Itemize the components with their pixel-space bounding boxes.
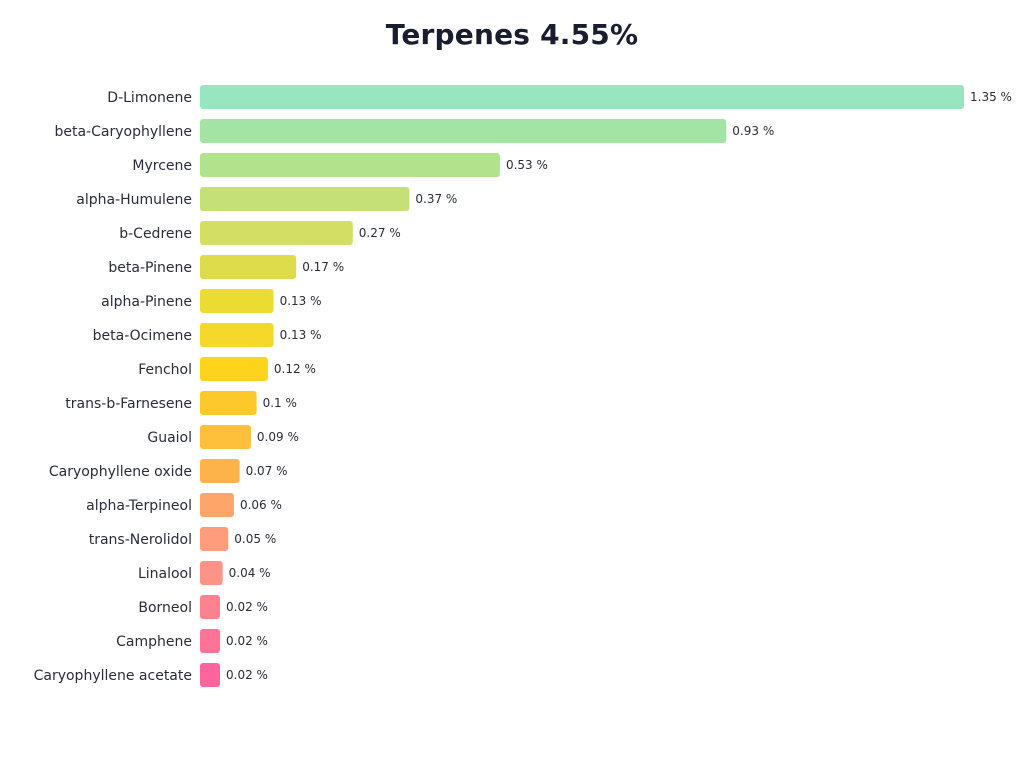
value-label: 0.13 % — [280, 294, 322, 308]
value-label: 0.13 % — [280, 328, 322, 342]
bar[interactable] — [200, 187, 410, 211]
category-label: Caryophyllene acetate — [34, 668, 192, 684]
value-label: 0.12 % — [274, 362, 316, 376]
category-label: beta-Pinene — [108, 260, 192, 276]
bar[interactable] — [200, 425, 251, 449]
bar[interactable] — [200, 323, 274, 347]
category-label: trans-Nerolidol — [89, 532, 192, 548]
bar[interactable] — [200, 221, 353, 245]
category-label: alpha-Humulene — [76, 192, 192, 208]
category-label: Linalool — [138, 566, 192, 582]
value-label: 0.1 % — [263, 396, 297, 410]
bar[interactable] — [200, 85, 964, 109]
value-label: 0.02 % — [226, 668, 268, 682]
value-label: 0.27 % — [359, 226, 401, 240]
bar[interactable] — [200, 119, 727, 143]
chart-title: Terpenes 4.55% — [385, 18, 639, 51]
bar[interactable] — [200, 561, 223, 585]
value-label: 0.09 % — [257, 430, 299, 444]
category-label: Borneol — [138, 600, 192, 616]
value-label: 0.04 % — [229, 566, 271, 580]
bar[interactable] — [200, 391, 257, 415]
bar[interactable] — [200, 255, 297, 279]
category-label: Fenchol — [138, 362, 192, 378]
value-label: 1.35 % — [970, 90, 1012, 104]
category-label: b-Cedrene — [119, 226, 192, 242]
bar[interactable] — [200, 527, 229, 551]
category-label: D-Limonene — [107, 90, 192, 106]
value-label: 0.37 % — [415, 192, 457, 206]
category-label: beta-Caryophyllene — [54, 124, 192, 140]
category-label: alpha-Pinene — [101, 294, 192, 310]
value-label: 0.02 % — [226, 600, 268, 614]
bar[interactable] — [200, 153, 500, 177]
bar[interactable] — [200, 663, 220, 687]
value-label: 0.07 % — [246, 464, 288, 478]
category-label: Guaiol — [147, 430, 192, 446]
category-label: alpha-Terpineol — [86, 498, 192, 514]
category-label: trans-b-Farnesene — [65, 396, 192, 412]
bar[interactable] — [200, 459, 240, 483]
value-label: 0.17 % — [302, 260, 344, 274]
bar[interactable] — [200, 595, 220, 619]
value-label: 0.05 % — [234, 532, 276, 546]
bar[interactable] — [200, 289, 274, 313]
value-label: 0.93 % — [732, 124, 774, 138]
value-label: 0.02 % — [226, 634, 268, 648]
value-label: 0.06 % — [240, 498, 282, 512]
category-label: Camphene — [116, 634, 192, 650]
category-label: beta-Ocimene — [93, 328, 192, 344]
category-label: Caryophyllene oxide — [49, 464, 192, 480]
category-label: Myrcene — [132, 158, 192, 174]
value-label: 0.53 % — [506, 158, 548, 172]
bar[interactable] — [200, 629, 220, 653]
bar[interactable] — [200, 493, 234, 517]
bar[interactable] — [200, 357, 268, 381]
